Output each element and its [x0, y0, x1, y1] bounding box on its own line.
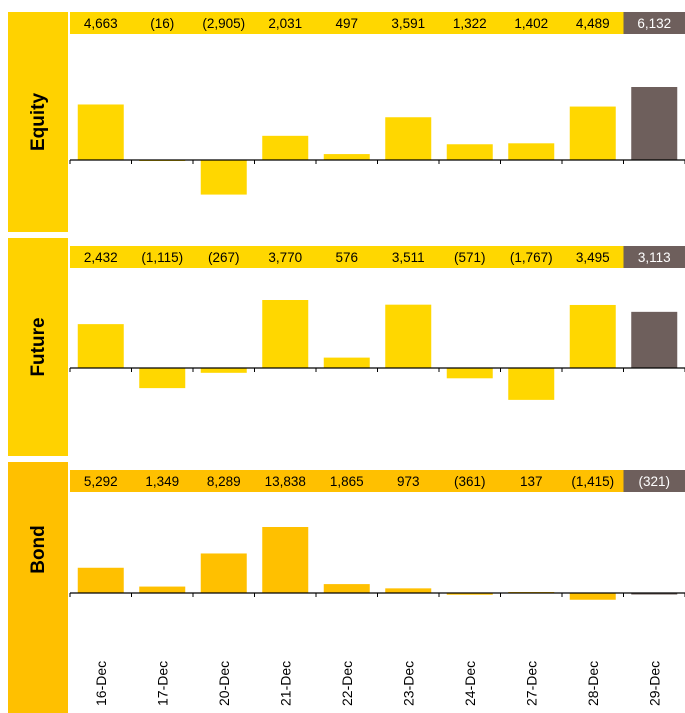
bar-future-20-Dec	[200, 368, 247, 373]
data-label-bond-22-Dec: 1,865	[330, 474, 364, 489]
bar-future-17-Dec	[139, 368, 186, 389]
bar-bond-28-Dec	[569, 593, 616, 600]
value-strip-latest-future	[623, 246, 685, 268]
x-tick-label-22-Dec: 22-Dec	[339, 661, 355, 706]
data-label-future-28-Dec: 3,495	[576, 250, 610, 265]
data-label-bond-17-Dec: 1,349	[145, 474, 179, 489]
data-label-bond-16-Dec: 5,292	[84, 474, 118, 489]
data-label-future-29-Dec: 3,113	[638, 250, 671, 265]
data-label-future-27-Dec: (1,767)	[510, 250, 553, 265]
panel-label-bond: Bond	[28, 525, 49, 574]
side-label-block-bond	[8, 462, 68, 713]
bar-future-23-Dec	[385, 304, 432, 368]
bar-bond-29-Dec	[631, 593, 678, 595]
bar-equity-27-Dec	[508, 143, 555, 160]
data-label-bond-24-Dec: (361)	[454, 474, 486, 489]
x-tick-label-27-Dec: 27-Dec	[523, 661, 539, 706]
value-strip-bond	[70, 470, 624, 492]
bar-equity-23-Dec	[385, 117, 432, 160]
x-tick-label-16-Dec: 16-Dec	[93, 661, 109, 706]
data-label-future-22-Dec: 576	[335, 250, 358, 265]
bar-equity-22-Dec	[323, 154, 370, 160]
bar-bond-23-Dec	[385, 588, 432, 593]
x-tick-label-29-Dec: 29-Dec	[646, 661, 662, 706]
bar-future-21-Dec	[262, 300, 309, 368]
data-label-future-20-Dec: (267)	[208, 250, 240, 265]
data-label-equity-20-Dec: (2,905)	[202, 16, 245, 31]
bar-equity-29-Dec	[631, 87, 678, 160]
x-tick-label-21-Dec: 21-Dec	[277, 661, 293, 706]
bar-equity-28-Dec	[569, 106, 616, 160]
x-tick-label-23-Dec: 23-Dec	[400, 661, 416, 706]
bar-future-22-Dec	[323, 357, 370, 368]
data-label-bond-27-Dec: 137	[520, 474, 543, 489]
bar-equity-24-Dec	[446, 144, 493, 160]
data-label-equity-17-Dec: (16)	[150, 16, 174, 31]
data-label-bond-21-Dec: 13,838	[265, 474, 306, 489]
x-tick-label-24-Dec: 24-Dec	[462, 661, 478, 706]
x-tick-label-20-Dec: 20-Dec	[216, 661, 232, 706]
value-strip-equity	[70, 12, 624, 34]
data-label-future-16-Dec: 2,432	[84, 250, 118, 265]
data-label-bond-28-Dec: (1,415)	[571, 474, 614, 489]
value-strip-future	[70, 246, 624, 268]
data-label-bond-23-Dec: 973	[397, 474, 420, 489]
bar-bond-16-Dec	[77, 567, 124, 593]
data-label-equity-29-Dec: 6,132	[637, 16, 671, 31]
data-label-equity-28-Dec: 4,489	[576, 16, 610, 31]
bar-bond-21-Dec	[262, 527, 309, 593]
bar-equity-21-Dec	[262, 135, 309, 160]
bar-bond-17-Dec	[139, 586, 186, 593]
data-label-equity-21-Dec: 2,031	[268, 16, 302, 31]
panel-label-future: Future	[28, 317, 49, 376]
bar-future-29-Dec	[631, 311, 678, 368]
data-label-equity-23-Dec: 3,591	[391, 16, 425, 31]
x-tick-label-17-Dec: 17-Dec	[154, 661, 170, 706]
bar-future-16-Dec	[77, 324, 124, 368]
data-label-bond-29-Dec: (321)	[638, 474, 670, 489]
data-label-equity-22-Dec: 497	[335, 16, 358, 31]
bar-bond-20-Dec	[200, 553, 247, 593]
bar-future-28-Dec	[569, 304, 616, 368]
value-strip-latest-bond	[623, 470, 685, 492]
data-label-equity-24-Dec: 1,322	[453, 16, 487, 31]
bar-future-24-Dec	[446, 368, 493, 379]
x-tick-label-28-Dec: 28-Dec	[585, 661, 601, 706]
data-label-bond-20-Dec: 8,289	[207, 474, 241, 489]
side-label-block-equity	[8, 12, 68, 232]
data-label-equity-16-Dec: 4,663	[84, 16, 118, 31]
value-strip-latest-equity	[623, 12, 685, 34]
data-label-future-23-Dec: 3,511	[392, 250, 425, 265]
data-label-future-21-Dec: 3,770	[268, 250, 302, 265]
data-label-future-24-Dec: (571)	[454, 250, 486, 265]
bar-bond-22-Dec	[323, 584, 370, 593]
bar-bond-24-Dec	[446, 593, 493, 595]
data-label-future-17-Dec: (1,115)	[141, 250, 183, 265]
side-label-block-future	[8, 238, 68, 456]
bar-future-27-Dec	[508, 368, 555, 400]
bar-equity-20-Dec	[200, 160, 247, 195]
bar-equity-16-Dec	[77, 104, 124, 160]
panel-label-equity: Equity	[28, 93, 49, 151]
data-label-equity-27-Dec: 1,402	[514, 16, 548, 31]
